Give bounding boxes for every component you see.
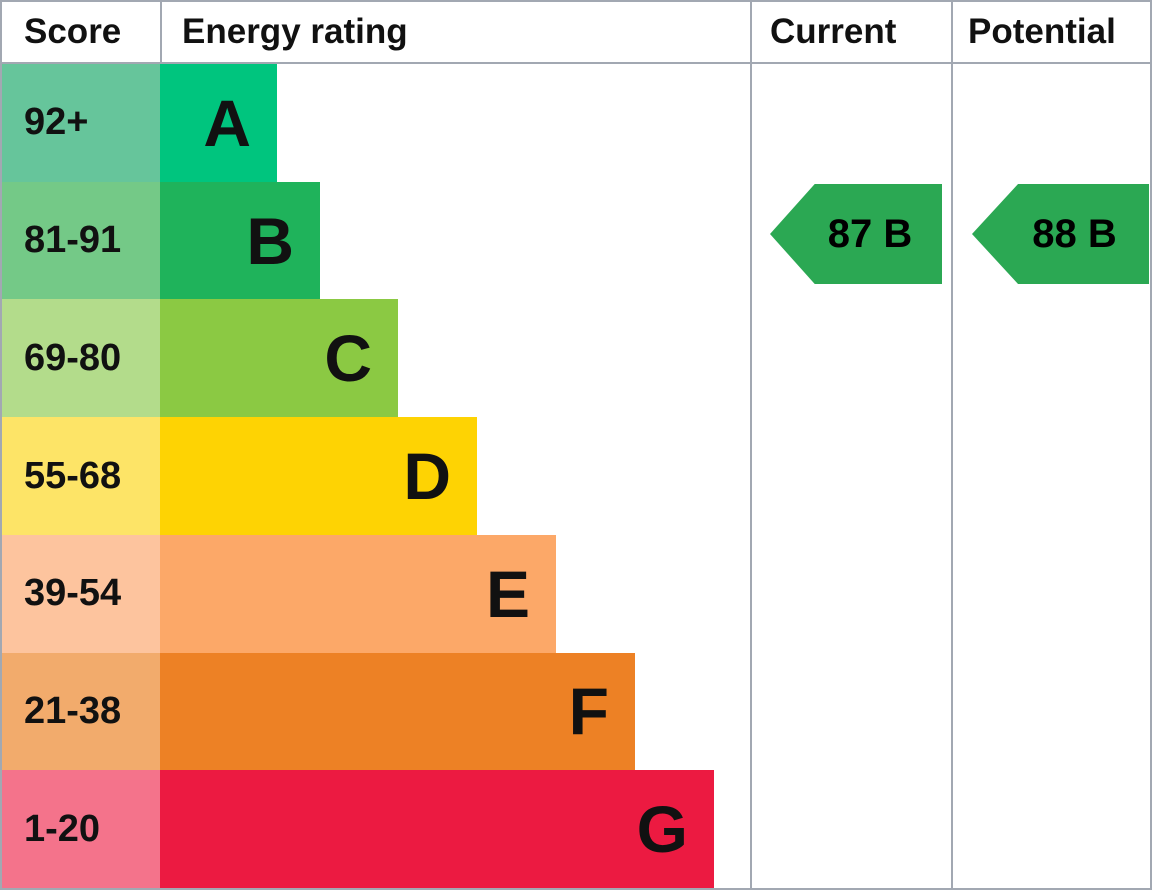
band-row-a: 92+ A: [2, 64, 1150, 182]
header-current: Current: [770, 12, 897, 51]
potential-rating-arrow: 88 B: [972, 184, 1149, 284]
score-range-d: 55-68: [2, 417, 160, 535]
band-row-d: 55-68 D: [2, 417, 1150, 535]
band-letter-g: G: [636, 792, 688, 867]
rating-bar-g: G: [160, 770, 714, 889]
score-range-f: 21-38: [2, 652, 160, 771]
rating-bar-a: A: [160, 64, 277, 182]
current-column-divider: [750, 2, 752, 888]
current-rating-label: 87 B: [827, 211, 913, 256]
score-range-c: 69-80: [2, 299, 160, 418]
header-score: Score: [24, 12, 122, 51]
rating-bar-b: B: [160, 181, 320, 300]
rating-bar-e: E: [160, 534, 556, 653]
band-row-f: 21-38 F: [2, 652, 1150, 771]
header-energy-rating: Energy rating: [182, 12, 408, 51]
score-column-divider: [160, 2, 162, 64]
band-letter-a: A: [203, 85, 251, 160]
band-row-c: 69-80 C: [2, 299, 1150, 418]
potential-rating-label: 88 B: [1032, 211, 1117, 256]
band-rows: 92+ A 81-91 B 69-80 C 55-68 D 39-54 E 21…: [2, 64, 1150, 889]
band-letter-b: B: [246, 203, 294, 278]
rating-bar-d: D: [160, 417, 477, 535]
band-letter-c: C: [324, 321, 372, 396]
band-row-b: 81-91 B: [2, 181, 1150, 300]
score-range-a: 92+: [2, 64, 160, 182]
score-range-b: 81-91: [2, 181, 160, 300]
header-row: Score Energy rating Current Potential: [2, 2, 1150, 64]
band-letter-e: E: [485, 556, 530, 631]
potential-column-divider: [951, 2, 953, 888]
band-letter-d: D: [403, 439, 451, 514]
score-range-e: 39-54: [2, 534, 160, 653]
header-potential: Potential: [968, 12, 1116, 51]
band-letter-f: F: [568, 674, 609, 749]
band-row-e: 39-54 E: [2, 534, 1150, 653]
score-range-g: 1-20: [2, 770, 160, 889]
rating-bar-c: C: [160, 299, 398, 418]
rating-bar-f: F: [160, 652, 635, 771]
band-row-g: 1-20 G: [2, 770, 1150, 889]
